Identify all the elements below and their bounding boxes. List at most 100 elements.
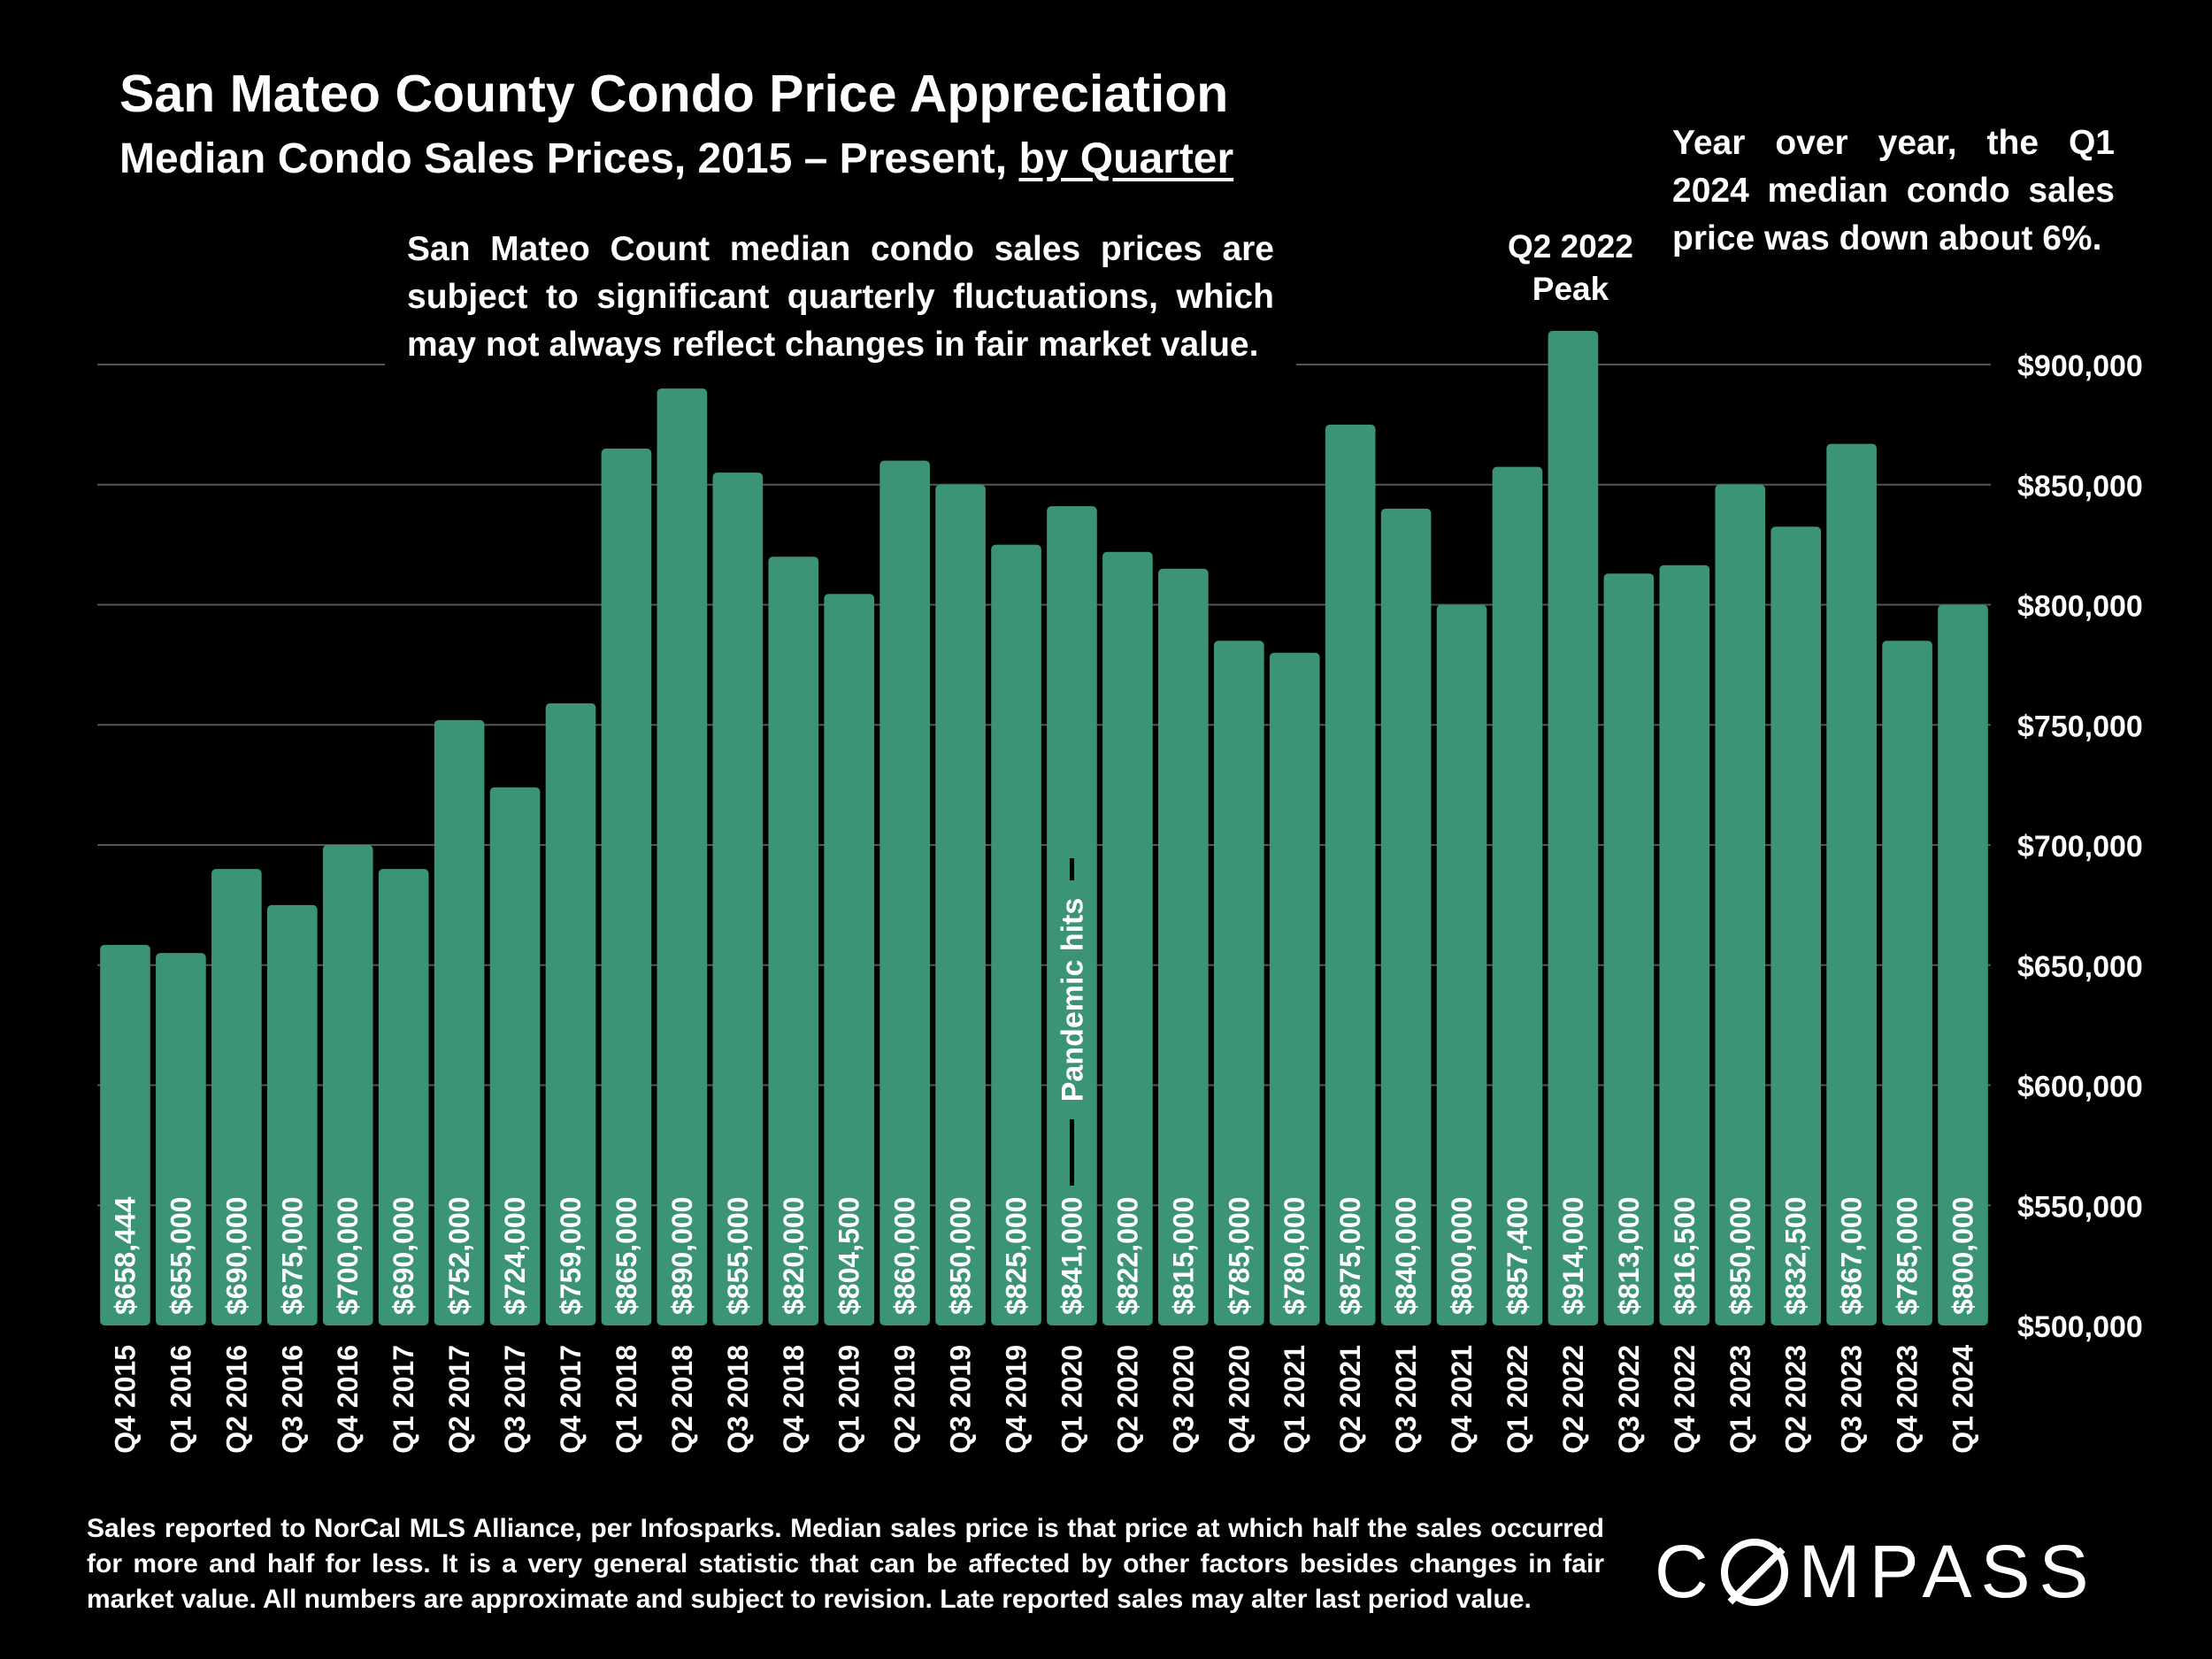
value-label: $816,500 [1669,1197,1701,1315]
logo-letter-c: C [1655,1530,1717,1613]
bar [1436,604,1487,1325]
chart-subtitle: Median Condo Sales Prices, 2015 – Presen… [119,134,1233,183]
pandemic-annotation: Pandemic hits [1050,858,1094,1186]
value-label: $804,500 [833,1197,865,1315]
value-label: $841,000 [1056,1197,1087,1315]
value-label: $875,000 [1334,1197,1366,1315]
x-tick-label: Q3 2018 [722,1345,754,1454]
x-tick-label: Q3 2021 [1390,1345,1422,1454]
value-label: $815,000 [1167,1197,1199,1315]
pandemic-label-bg [1050,880,1094,1119]
y-tick-label: $800,000 [2017,590,2143,624]
pandemic-label: Pandemic hits [1056,898,1089,1102]
bar [1548,330,1599,1325]
x-tick-label: Q1 2018 [611,1345,642,1454]
x-tick-label: Q4 2022 [1669,1345,1701,1454]
value-label: $867,000 [1836,1197,1868,1315]
bar [991,544,1041,1325]
bar [1882,641,1932,1325]
value-label: $860,000 [889,1197,921,1315]
bar [1380,508,1432,1325]
x-tick-labels: Q4 2015 Q1 2016 Q2 2016 Q3 2016 Q4 2016 Q1 20… [109,1345,1978,1454]
value-label: $785,000 [1892,1197,1924,1315]
bar [489,787,541,1325]
bar [100,944,150,1325]
bar [657,388,708,1325]
bars [100,330,1988,1326]
peak-annotation-quarter: Q2 2022 [1508,228,1633,265]
bar [266,904,318,1325]
bar [1158,568,1209,1325]
x-tick-label: Q4 2017 [555,1345,587,1454]
x-tick-label: Q4 2018 [778,1345,810,1454]
value-label: $690,000 [220,1197,252,1315]
y-tick-label: $500,000 [2017,1310,2143,1344]
bar [601,449,652,1325]
value-label: $865,000 [611,1197,642,1315]
x-tick-label: Q1 2017 [388,1345,419,1454]
value-label: $658,444 [109,1196,141,1315]
value-label: $780,000 [1279,1197,1310,1315]
bar [1826,443,1877,1326]
bar [1938,604,1988,1325]
bar [1770,526,1822,1325]
compass-logo: C MPASS [1655,1529,2098,1615]
bar [1603,573,1655,1325]
y-tick-label: $600,000 [2017,1071,2143,1104]
value-labels: $658,444 $655,000 $690,000 $675,000 $700,000… [109,1196,1978,1315]
x-tick-label: Q2 2023 [1780,1345,1812,1454]
value-label: $840,000 [1390,1197,1422,1315]
value-label: $785,000 [1223,1197,1255,1315]
subtitle-by-quarter: by Quarter [1018,135,1234,182]
value-label: $752,000 [443,1197,475,1315]
value-label: $855,000 [722,1197,754,1315]
bar [1213,641,1264,1325]
x-tick-label: Q2 2017 [443,1345,475,1454]
x-tick-label: Q2 2016 [220,1345,252,1454]
compass-o-icon [1720,1538,1788,1606]
bar [1325,424,1376,1325]
bar [1269,652,1320,1325]
bar [712,472,764,1325]
bar [156,953,206,1325]
x-tick-label: Q4 2019 [1001,1345,1033,1454]
x-tick-label: Q4 2020 [1223,1345,1255,1454]
x-tick-label: Q2 2020 [1111,1345,1143,1454]
y-tick-label: $850,000 [2017,470,2143,503]
bar [1715,484,1766,1325]
y-tick-label: $550,000 [2017,1190,2143,1224]
value-label: $850,000 [945,1197,977,1315]
fluctuation-note: San Mateo Count median condo sales price… [407,230,1274,364]
x-tick-label: Q4 2021 [1446,1345,1478,1454]
value-label: $759,000 [555,1197,587,1315]
x-tick-label: Q1 2020 [1056,1345,1087,1454]
value-label: $813,000 [1613,1197,1645,1315]
value-label: $800,000 [1947,1197,1979,1315]
value-label: $724,000 [499,1197,531,1315]
x-tick-label: Q3 2019 [945,1345,977,1454]
x-tick-label: Q3 2023 [1836,1345,1868,1454]
value-label: $822,000 [1111,1197,1143,1315]
footer-disclaimer: Sales reported to NorCal MLS Alliance, p… [87,1514,1604,1614]
x-tick-label: Q4 2016 [332,1345,364,1454]
x-tick-label: Q1 2024 [1947,1345,1979,1454]
bar [879,460,930,1325]
bar [545,703,596,1325]
x-tick-label: Q3 2020 [1167,1345,1199,1454]
yoy-note: Year over year, the Q1 2024 median condo… [1672,124,2115,257]
value-label: $700,000 [332,1197,364,1315]
x-tick-label: Q1 2016 [165,1345,196,1454]
x-tick-label: Q1 2023 [1724,1345,1756,1454]
x-tick-label: Q1 2022 [1502,1345,1533,1454]
peak-annotation: Q2 2022 Peak [1482,226,1659,311]
value-label: $655,000 [165,1197,196,1315]
value-label: $850,000 [1724,1197,1756,1315]
bar [1492,466,1543,1325]
y-tick-label: $900,000 [2017,349,2143,383]
bar [1659,565,1710,1325]
value-label: $820,000 [778,1197,810,1315]
value-label: $800,000 [1446,1197,1478,1315]
bar [211,869,262,1325]
value-label: $832,500 [1780,1197,1812,1315]
bar [768,557,819,1325]
